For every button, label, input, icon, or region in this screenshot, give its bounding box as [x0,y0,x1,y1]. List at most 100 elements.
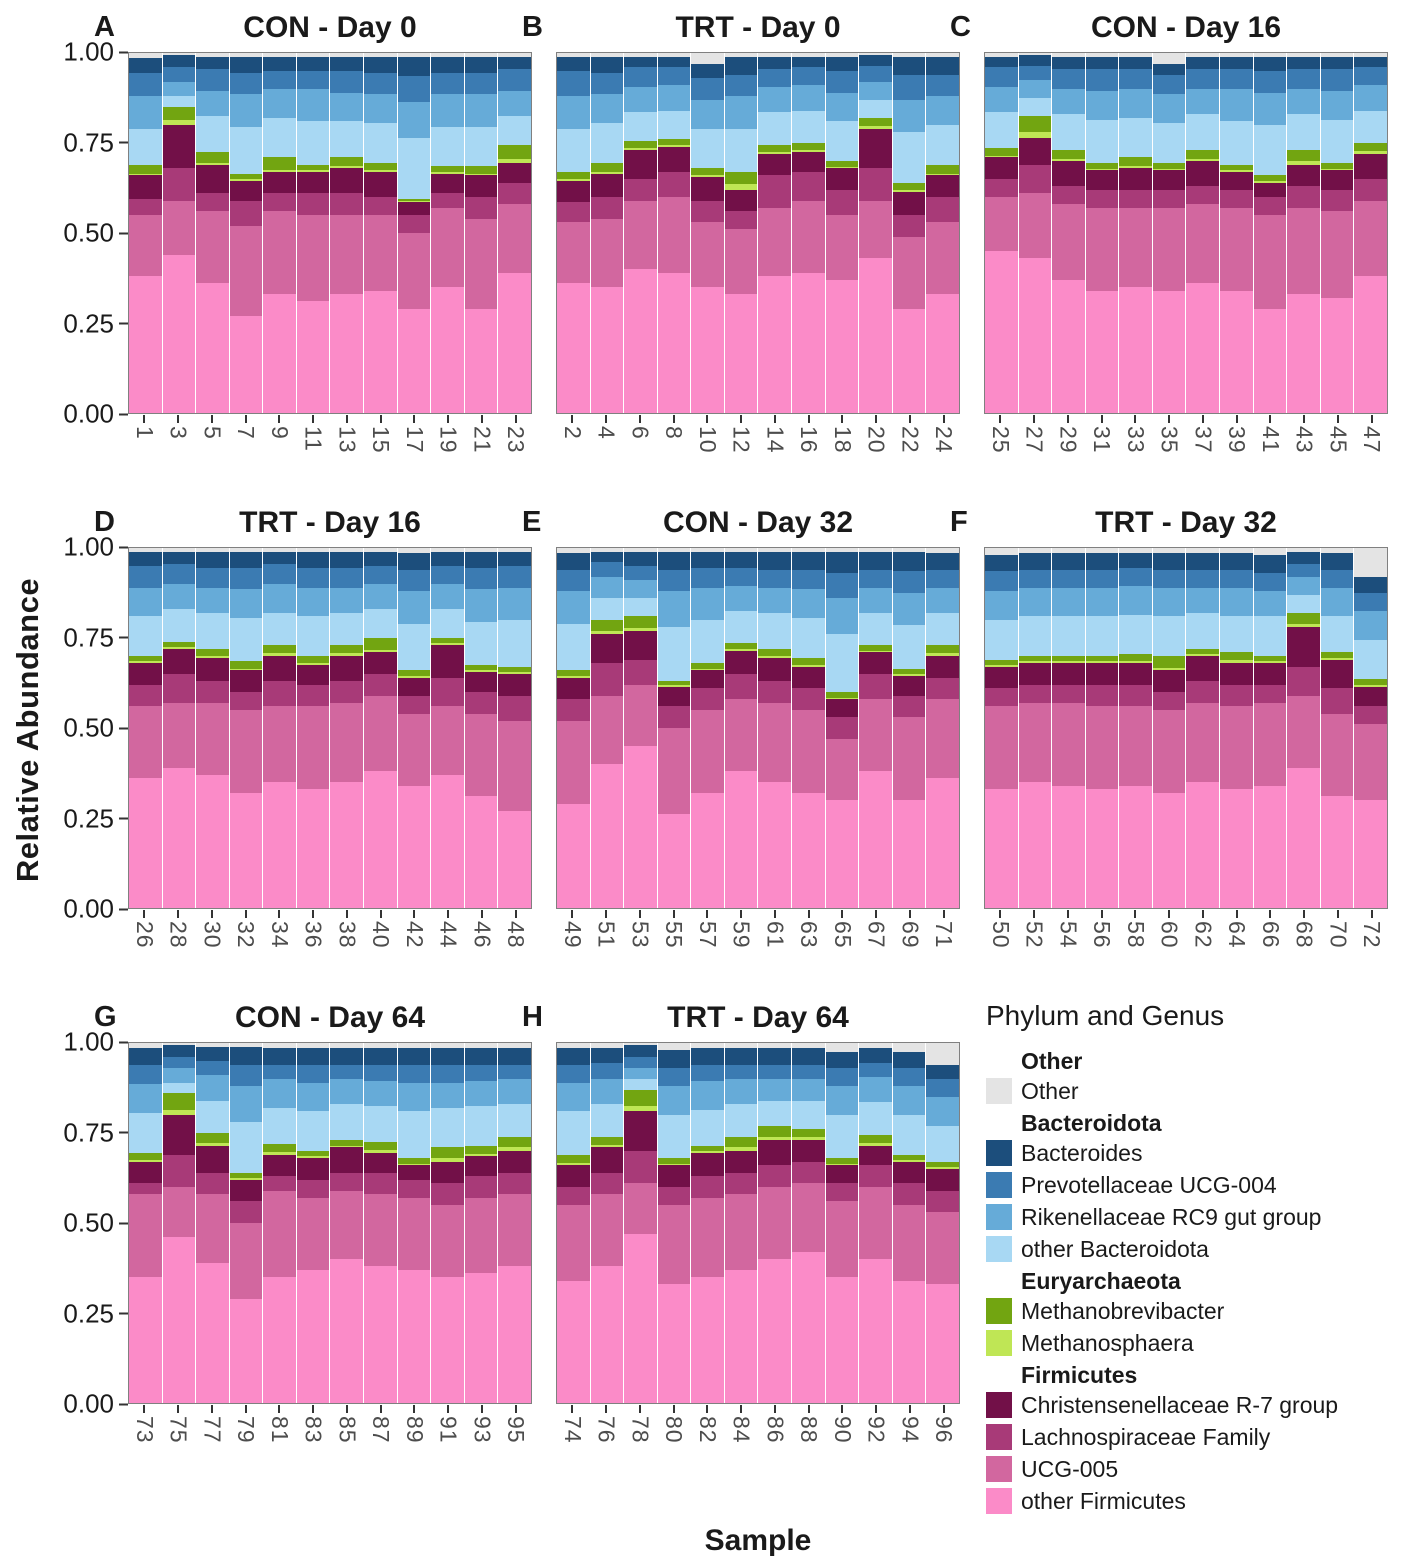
bar-segment-lachnospiraceae-family [926,1190,959,1213]
bar-segment-methanobrevibacter [364,162,397,171]
bar-segment-other-bacteroidota [330,121,364,158]
bar-segment-ucg-005 [296,215,330,302]
bar-segment-bacteroides [431,1048,464,1065]
x-tickmark [1370,910,1373,918]
bar-segment-methanosphaera [431,643,464,646]
bar-segment-other-bacteroidota [724,128,758,172]
x-tick: 91 [432,1405,465,1487]
bar-segment-bacteroides [724,551,758,568]
bar-segment-methanobrevibacter [229,1172,263,1179]
bar-segment-other [1320,548,1354,554]
bar-segment-other-firmicutes [1186,782,1220,908]
bar-segment-methanobrevibacter [498,144,531,159]
y-tick-label: 1.00 [63,1026,114,1057]
legend-group-header: Other [1021,1048,1083,1074]
stacked-bar-sample-66 [1253,548,1287,908]
bar-segment-christensenellaceae-r-7-group [1220,171,1253,190]
bar-segment-rikenellaceae-rc9-gut-group [364,584,397,610]
bar-segment-bacteroides [263,551,296,565]
bar-segment-methanosphaera [1220,170,1253,172]
stacked-bar-sample-61 [758,548,792,908]
legend-item: Prevotellaceae UCG-004 [986,1170,1388,1200]
bar-segment-other-bacteroidota [590,1104,624,1137]
x-tickmark [244,415,247,423]
bar-segment-christensenellaceae-r-7-group [792,152,825,172]
bar-segment-other-firmicutes [129,1277,162,1403]
bar-segment-other [196,53,229,57]
bar-segment-methanobrevibacter [926,1161,959,1168]
bar-segment-methanobrevibacter [1186,648,1220,655]
bar-segment-methanobrevibacter [758,648,792,657]
bar-segment-methanosphaera [657,685,691,687]
bar-segment-other-bacteroidota [557,128,590,172]
bar-segment-lachnospiraceae-family [657,1187,691,1206]
bar-segment-christensenellaceae-r-7-group [825,168,859,190]
x-tick-label: 89 [401,1416,428,1444]
x-tick-label: 3 [165,426,192,440]
bar-segment-bacteroides [1220,553,1253,570]
bar-segment-other-firmicutes [397,1269,431,1403]
bar-segment-lachnospiraceae-family [1354,706,1387,725]
bar-segment-methanosphaera [397,675,431,678]
x-tick-label: 31 [1089,426,1116,454]
plot-area [984,52,1388,414]
bar-segment-other-firmicutes [263,782,296,908]
x-tick-label: 59 [728,921,755,949]
x-tickmark [672,910,675,918]
bar-segment-bacteroides [162,54,196,68]
bar-segment-other [1052,53,1085,57]
x-tickmark [345,415,348,423]
bar-segment-lachnospiraceae-family [296,193,330,216]
stacked-bar-sample-72 [1354,548,1387,908]
stacked-bar-sample-52 [1018,548,1052,908]
bar-segment-lachnospiraceae-family [1253,684,1287,703]
bar-segment-ucg-005 [1119,207,1152,287]
bar-segment-lachnospiraceae-family [691,1176,724,1198]
bar-segment-other-firmicutes [1152,290,1186,413]
x-tickmark [706,910,709,918]
y-tick: 0.00 [63,1389,128,1420]
bar-segment-rikenellaceae-rc9-gut-group [926,96,959,126]
x-tick: 83 [297,1405,330,1487]
bar-segment-methanobrevibacter [364,638,397,650]
bar-segment-bacteroides [498,1048,531,1065]
bar-segment-other-bacteroidota [1018,616,1052,657]
bar-segment-methanobrevibacter [1186,150,1220,160]
bar-segment-methanosphaera [624,1106,657,1112]
bar-segment-ucg-005 [859,699,892,772]
stacked-bar-sample-86 [758,1043,792,1403]
panel-row-3: 1.00 0.75 0.50 0.25 0.00 G CON - Day 64 7… [46,998,1414,1518]
legend-label: Methanobrevibacter [1021,1297,1225,1324]
bar-segment-prevotellaceae-ucg-004 [1287,69,1320,90]
x-tickmark [177,415,180,423]
bar-segment-bacteroides [691,551,724,568]
legend-label: Lachnospiraceae Family [1021,1423,1271,1450]
bar-segment-bacteroides [196,56,229,70]
bar-segment-other-bacteroidota [985,620,1018,660]
bar-segment-bacteroides [196,551,229,568]
bar-segment-ucg-005 [825,215,859,280]
x-tick: 34 [263,910,296,992]
x-tick-label: 54 [1055,921,1082,949]
stacked-bar-sample-40 [364,548,397,908]
bar-segment-bacteroides [1253,555,1287,574]
x-tickmark [379,415,382,423]
stacked-bar-sample-85 [330,1043,364,1403]
stacked-bar-sample-57 [691,548,724,908]
x-tick: 12 [725,415,758,497]
bar-segment-other-firmicutes [1320,796,1354,908]
bar-segment-lachnospiraceae-family [624,659,657,685]
stacked-bar-sample-69 [892,548,926,908]
stacked-bar-sample-9 [263,53,296,413]
x-tick-label: 28 [165,921,192,949]
bar-segment-christensenellaceae-r-7-group [724,650,758,675]
bar-segment-other-bacteroidota [229,1122,263,1173]
bar-segment-other-bacteroidota [624,598,657,617]
bar-segment-methanobrevibacter [330,645,364,654]
bar-segment-rikenellaceae-rc9-gut-group [229,589,263,619]
bar-segment-rikenellaceae-rc9-gut-group [296,89,330,122]
bar-segment-methanobrevibacter [1354,143,1387,151]
bar-segment-other-bacteroidota [129,1113,162,1153]
bar-segment-ucg-005 [758,702,792,782]
bar-segment-other-bacteroidota [464,1106,498,1146]
